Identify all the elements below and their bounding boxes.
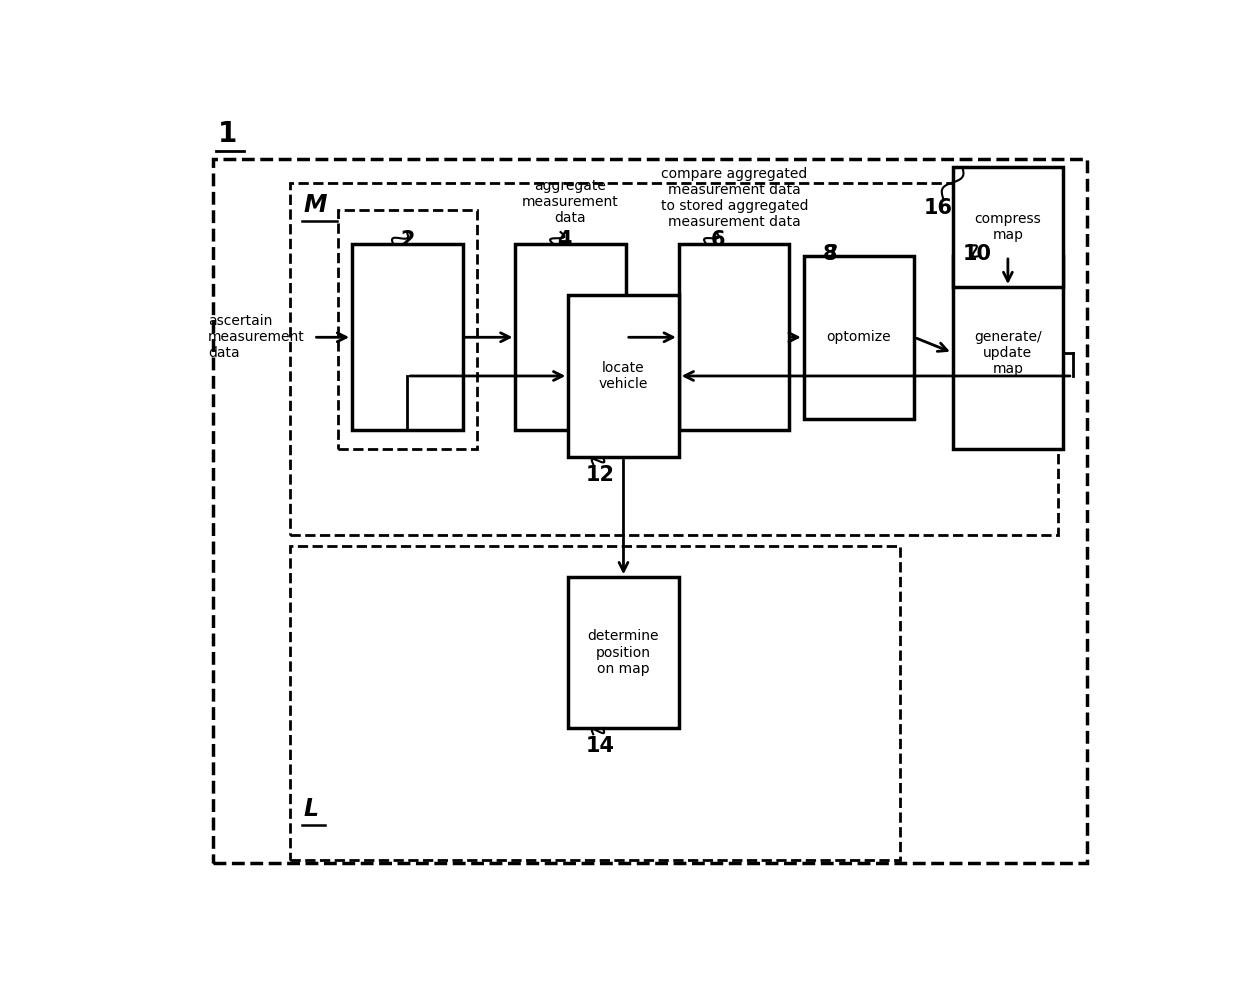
Text: 1: 1	[217, 120, 237, 148]
Text: 12: 12	[585, 465, 615, 485]
Text: 8: 8	[823, 244, 837, 264]
Bar	[290, 546, 900, 859]
Text: optomize: optomize	[827, 331, 892, 345]
Bar	[337, 210, 477, 449]
Bar	[568, 577, 678, 728]
Bar	[804, 256, 914, 418]
Text: 4: 4	[557, 230, 572, 250]
Text: determine
position
on map: determine position on map	[588, 629, 660, 675]
Text: 16: 16	[924, 198, 952, 218]
Text: L: L	[304, 797, 319, 821]
Bar	[290, 183, 1059, 535]
Text: compare aggregated
measurement data
to stored aggregated
measurement data: compare aggregated measurement data to s…	[661, 167, 808, 229]
Bar	[516, 244, 626, 430]
Text: 2: 2	[401, 230, 414, 250]
Text: generate/
update
map: generate/ update map	[975, 330, 1042, 376]
Text: ascertain
measurement
data: ascertain measurement data	[208, 315, 305, 361]
Text: compress
map: compress map	[975, 212, 1042, 242]
Text: aggregate
measurement
data: aggregate measurement data	[522, 179, 619, 225]
Text: 10: 10	[962, 244, 991, 264]
Text: 6: 6	[711, 230, 725, 250]
Text: locate
vehicle: locate vehicle	[599, 361, 649, 391]
Bar	[678, 244, 789, 430]
Bar	[952, 256, 1063, 449]
Text: 14: 14	[585, 736, 615, 756]
Bar	[952, 167, 1063, 287]
Text: M: M	[304, 193, 327, 217]
Bar	[568, 294, 678, 457]
Bar	[352, 244, 463, 430]
